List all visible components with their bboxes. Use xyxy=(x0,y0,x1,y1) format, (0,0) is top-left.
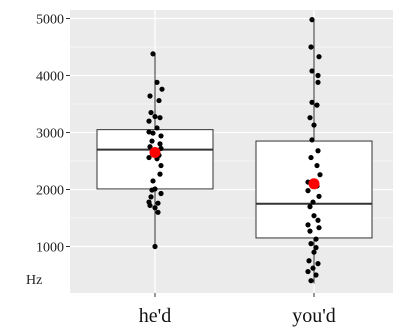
y-tick-label: 4000 xyxy=(36,70,64,85)
data-point xyxy=(157,141,163,147)
data-point xyxy=(148,109,154,116)
data-point xyxy=(313,236,319,242)
data-point xyxy=(315,72,321,79)
data-point xyxy=(308,241,314,247)
data-point xyxy=(313,272,319,278)
data-point xyxy=(147,93,153,99)
data-point xyxy=(148,194,154,200)
data-point xyxy=(147,144,153,150)
data-point xyxy=(146,129,152,135)
data-point xyxy=(309,137,315,143)
x-tick-label: he'd xyxy=(139,305,171,327)
data-point xyxy=(313,245,319,251)
y-tick-label: 2000 xyxy=(36,184,64,199)
data-point xyxy=(309,17,315,23)
data-point xyxy=(157,171,163,177)
data-point xyxy=(305,188,311,194)
data-point xyxy=(316,225,322,231)
data-point xyxy=(316,54,322,60)
data-point xyxy=(311,122,317,128)
data-point xyxy=(310,265,316,271)
data-point xyxy=(150,178,156,184)
data-point xyxy=(154,125,160,131)
box-group-1 xyxy=(96,53,214,247)
box-iqr xyxy=(255,140,373,239)
x-tick-label: you'd xyxy=(292,305,336,327)
data-point xyxy=(308,44,314,50)
data-point xyxy=(308,278,314,284)
point-layer xyxy=(146,17,323,284)
data-point xyxy=(308,154,314,161)
data-point xyxy=(154,79,160,85)
data-point xyxy=(147,202,153,209)
data-point xyxy=(305,268,311,275)
data-point xyxy=(315,217,321,223)
data-point xyxy=(309,99,315,105)
data-point xyxy=(309,68,315,74)
data-point xyxy=(317,172,323,178)
data-point xyxy=(149,138,155,144)
box-layer xyxy=(96,19,373,284)
y-tick-label: 1000 xyxy=(36,241,64,256)
x-axis: he'd you'd xyxy=(139,293,336,327)
data-point xyxy=(157,115,163,121)
y-unit-label: Hz xyxy=(26,273,42,288)
data-point xyxy=(307,228,313,234)
data-point xyxy=(152,243,158,250)
data-point xyxy=(315,148,321,154)
data-point xyxy=(146,154,152,161)
box-group-2 xyxy=(255,19,373,284)
data-point xyxy=(311,213,317,219)
y-tick-label: 3000 xyxy=(36,127,64,142)
data-point xyxy=(146,118,152,124)
data-point xyxy=(316,193,322,199)
data-point xyxy=(150,51,156,57)
data-point xyxy=(315,79,321,85)
data-point xyxy=(155,209,161,215)
data-point xyxy=(307,204,313,210)
data-point xyxy=(314,162,320,169)
mean-layer xyxy=(149,146,320,190)
data-point xyxy=(310,199,316,205)
data-point xyxy=(305,222,311,228)
data-point xyxy=(152,205,158,211)
data-point xyxy=(149,187,155,193)
data-point xyxy=(158,133,164,139)
data-point xyxy=(156,97,162,104)
data-point xyxy=(158,190,164,197)
y-tick-label: 5000 xyxy=(36,13,64,28)
data-point xyxy=(155,200,161,206)
data-point xyxy=(158,162,164,169)
data-point xyxy=(150,130,156,136)
data-point xyxy=(159,86,165,92)
data-point xyxy=(311,249,317,255)
data-point xyxy=(315,261,321,267)
mean-point xyxy=(308,178,320,190)
y-axis: 1000 2000 3000 4000 5000 xyxy=(36,13,70,256)
mean-point xyxy=(149,146,161,158)
data-point xyxy=(306,258,312,264)
data-point xyxy=(152,113,158,120)
data-point xyxy=(307,115,313,121)
data-point xyxy=(314,102,320,108)
